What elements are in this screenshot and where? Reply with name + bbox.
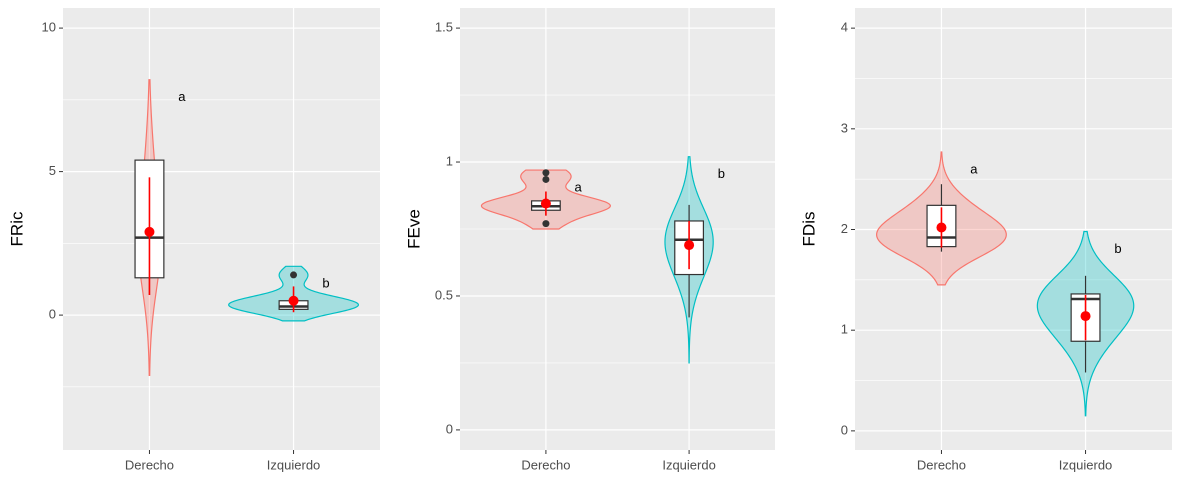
x-tick-label: Izquierdo [662,457,715,472]
y-tick-label: 1 [446,153,453,168]
y-tick-label: 0.5 [435,287,453,302]
x-tick-label: Izquierdo [267,457,320,472]
y-tick-label: 5 [49,163,56,178]
mean-point [936,222,947,233]
outlier [542,169,550,177]
y-axis-label: FRic [7,211,26,246]
mean-point [684,240,695,251]
y-tick-label: 1.5 [435,20,453,35]
group-letter: b [718,166,725,181]
group-letter: a [575,180,583,195]
y-tick-label: 1 [841,322,848,337]
y-axis-label: FEve [404,209,423,249]
outlier [542,175,550,183]
x-tick-label: Derecho [125,457,174,472]
mean-point [144,226,155,237]
x-tick-label: Izquierdo [1059,457,1112,472]
group-letter: b [1114,241,1121,256]
y-tick-label: 0 [841,422,848,437]
y-tick-label: 10 [42,20,56,35]
x-tick-label: Derecho [521,457,570,472]
group-letter: a [178,89,186,104]
outlier [542,220,550,228]
mean-point [540,198,551,209]
outlier [290,271,298,279]
x-tick-label: Derecho [917,457,966,472]
group-letter: b [322,276,329,291]
y-tick-label: 2 [841,221,848,236]
y-tick-label: 3 [841,120,848,135]
y-tick-label: 4 [841,20,848,35]
y-axis-label: FDis [799,212,818,247]
y-tick-label: 0 [446,421,453,436]
y-tick-label: 0 [49,307,56,322]
group-letter: a [970,161,978,176]
mean-point [1080,311,1091,322]
plot-background [63,8,380,450]
mean-point [288,295,299,306]
